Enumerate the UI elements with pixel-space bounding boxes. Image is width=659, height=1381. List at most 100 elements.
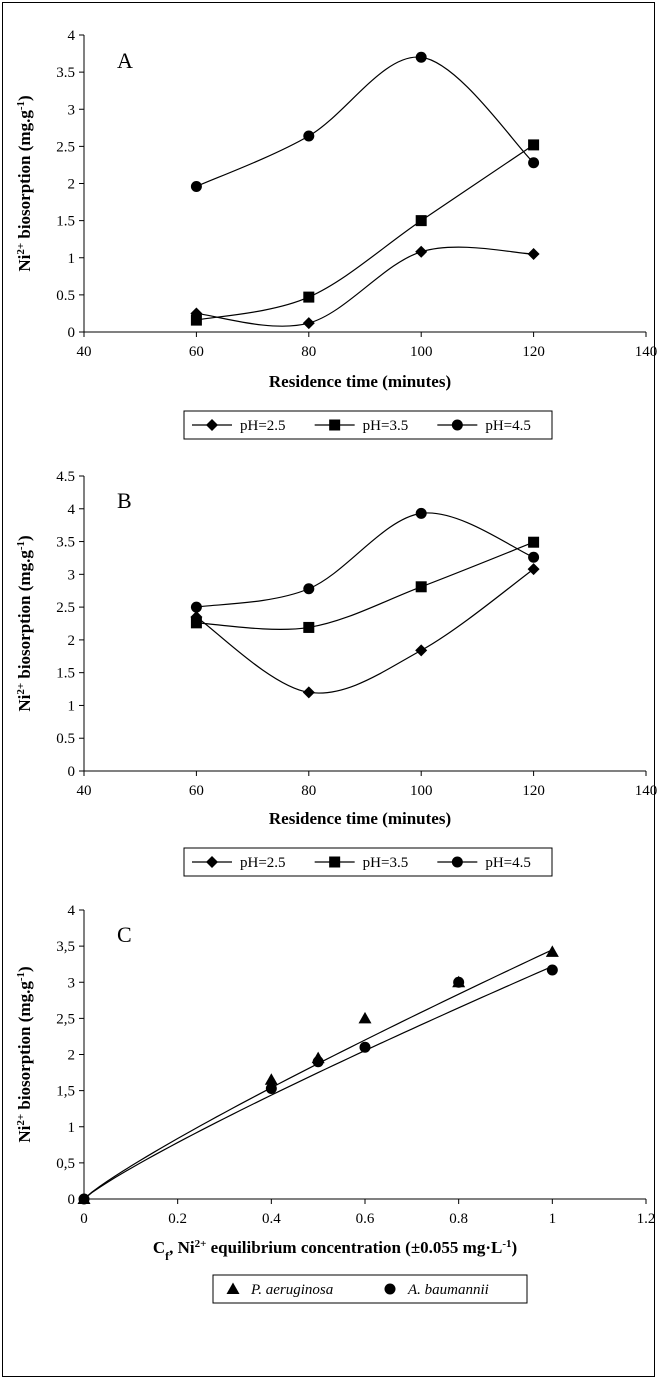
y-tick-label: 3.5 xyxy=(56,65,75,81)
x-axis-title: Residence time (minutes) xyxy=(269,809,451,828)
legend-label: pH=3.5 xyxy=(363,418,409,434)
data-point-circle xyxy=(265,1082,277,1094)
legend-box xyxy=(183,410,553,440)
x-tick-label: 0.8 xyxy=(449,1211,468,1227)
data-point-circle xyxy=(415,507,427,519)
y-tick-label: 3 xyxy=(68,102,76,118)
y-tick-label: 2.5 xyxy=(56,600,75,616)
x-tick-label: 40 xyxy=(77,344,92,360)
legend-marker-square xyxy=(329,856,341,868)
legend-label: pH=2.5 xyxy=(240,855,286,871)
panel-label: C xyxy=(117,922,132,947)
y-tick-label: 1,5 xyxy=(56,1084,75,1100)
series-line-pH=2.5 xyxy=(196,246,534,327)
series-line-pH=2.5 xyxy=(196,568,534,694)
data-point-diamond xyxy=(415,245,428,258)
y-tick-label: 0.5 xyxy=(56,288,75,304)
y-tick-label: 4.5 xyxy=(56,469,75,485)
x-tick-label: 80 xyxy=(301,344,316,360)
legend-label: pH=4.5 xyxy=(485,855,531,871)
y-tick-label: 2 xyxy=(68,633,76,649)
legend-marker-circle xyxy=(451,419,463,431)
x-tick-label: 80 xyxy=(301,783,316,799)
y-tick-label: 1.5 xyxy=(56,214,75,230)
data-point-circle xyxy=(415,51,427,63)
legend-marker-diamond xyxy=(206,856,218,868)
data-point-square xyxy=(528,139,540,151)
y-tick-label: 3 xyxy=(68,975,76,991)
legend-marker-diamond xyxy=(206,419,218,431)
legend-marker-circle xyxy=(451,856,463,868)
chart-panel-a: 0 0.5 1 1.5 2 2.5 3 3.5 4 40 60 80 100 120 140 A Ni2+ bi… xyxy=(15,28,658,440)
data-point-circle xyxy=(453,976,465,988)
y-tick-label: 2,5 xyxy=(56,1011,75,1027)
panel-label: B xyxy=(117,488,132,513)
data-point-square xyxy=(415,215,427,227)
data-point-circle xyxy=(528,551,540,563)
data-point-circle xyxy=(190,601,202,613)
x-axis-title: Cf, Ni2+ equilibrium concentration (±0.0… xyxy=(153,1238,517,1263)
y-tick-label: 4 xyxy=(68,903,76,919)
legend-label: P. aeruginosa xyxy=(250,1282,333,1298)
legend: pH=2.5 pH=3.5 pH=4.5 xyxy=(183,847,553,877)
y-tick-label: 1 xyxy=(68,698,76,714)
x-tick-label: 120 xyxy=(522,783,545,799)
data-point-square xyxy=(190,617,202,629)
series-line-pH=4.5 xyxy=(196,512,534,608)
legend-label: pH=3.5 xyxy=(363,855,409,871)
x-tick-label: 0.2 xyxy=(168,1211,187,1227)
y-tick-label: 0.5 xyxy=(56,731,75,747)
y-tick-label: 0,5 xyxy=(56,1156,75,1172)
y-tick-label: 3,5 xyxy=(56,939,75,955)
panel-label: A xyxy=(117,48,133,73)
y-tick-label: 1 xyxy=(68,1120,76,1136)
data-point-triangle xyxy=(264,1073,278,1085)
series-line-pH=4.5 xyxy=(196,56,535,188)
data-point-circle xyxy=(312,1056,324,1068)
y-tick-label: 0 xyxy=(68,1192,76,1208)
data-point-diamond xyxy=(415,644,428,657)
y-tick-label: 2 xyxy=(68,1048,76,1064)
data-point-diamond xyxy=(302,317,315,330)
data-point-square xyxy=(303,291,315,303)
y-tick-label: 4 xyxy=(68,502,76,518)
y-tick-label: 0 xyxy=(68,764,76,780)
data-point-circle xyxy=(190,180,202,192)
x-tick-label: 0.4 xyxy=(262,1211,281,1227)
y-tick-label: 0 xyxy=(68,325,76,341)
data-point-diamond xyxy=(527,248,540,261)
legend-label: A. baumannii xyxy=(407,1282,489,1298)
fit-line-A. baumannii xyxy=(83,965,553,1200)
fit-line-P. aeruginosa xyxy=(83,949,553,1200)
data-point-diamond xyxy=(302,686,315,699)
data-point-square xyxy=(303,621,315,633)
x-tick-label: 0.6 xyxy=(356,1211,375,1227)
data-point-triangle xyxy=(358,1011,372,1024)
data-point-diamond xyxy=(527,563,540,576)
y-axis-title: Ni2+ biosorption (mg.g-1) xyxy=(15,535,34,711)
data-point-circle xyxy=(528,157,540,169)
y-axis-title: Ni2+ biosorption (mg.g-1) xyxy=(15,966,34,1142)
y-tick-label: 3 xyxy=(68,567,76,583)
data-point-circle xyxy=(78,1193,90,1205)
chart-panel-c: 0 0,5 1 1,5 2 2,5 3 3,5 4 0 0.2 0.4 0.6 0.8 1 1.2 C Ni2+ … xyxy=(15,903,656,1304)
series-line-pH=3.5 xyxy=(196,144,534,321)
y-tick-label: 3.5 xyxy=(56,535,75,551)
y-axis-title: Ni2+ biosorption (mg.g-1) xyxy=(15,95,34,271)
x-tick-label: 120 xyxy=(522,344,545,360)
x-tick-label: 140 xyxy=(635,344,658,360)
data-point-square xyxy=(415,581,427,593)
x-tick-label: 1.2 xyxy=(637,1211,656,1227)
x-axis-title: Residence time (minutes) xyxy=(269,372,451,391)
data-point-triangle xyxy=(545,945,559,957)
y-tick-label: 2 xyxy=(68,177,76,193)
x-tick-label: 60 xyxy=(189,344,204,360)
legend-marker-square xyxy=(329,419,341,431)
y-tick-label: 1 xyxy=(68,251,76,267)
legend-marker-triangle xyxy=(226,1282,240,1294)
x-tick-label: 40 xyxy=(77,783,92,799)
legend-box xyxy=(183,847,553,877)
series-line-pH=3.5 xyxy=(196,541,534,630)
